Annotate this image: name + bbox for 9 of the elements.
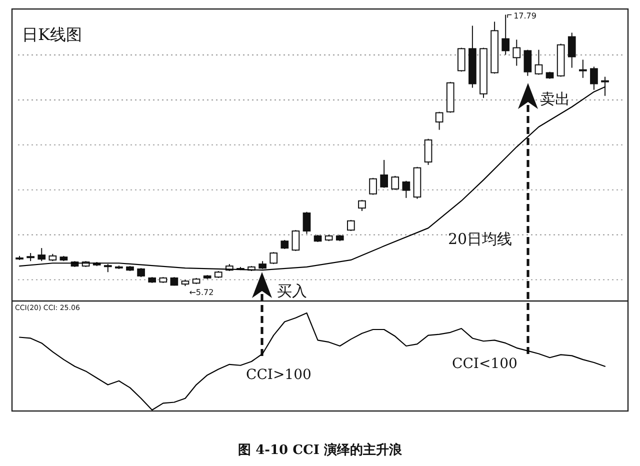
annotation: ←5.72 [189, 288, 214, 298]
annotation: 买入 [277, 282, 307, 300]
annotation: 17.79 [514, 12, 536, 21]
annotation: CCI>100 [246, 367, 312, 383]
text: 日K线图 [22, 25, 82, 44]
annotation: CCI<100 [452, 356, 518, 372]
caption: 图 4-10 CCI 演绎的主升浪 [238, 442, 403, 458]
annotation: 卖出 [540, 90, 570, 108]
series-label: 20日均线 [448, 230, 512, 248]
